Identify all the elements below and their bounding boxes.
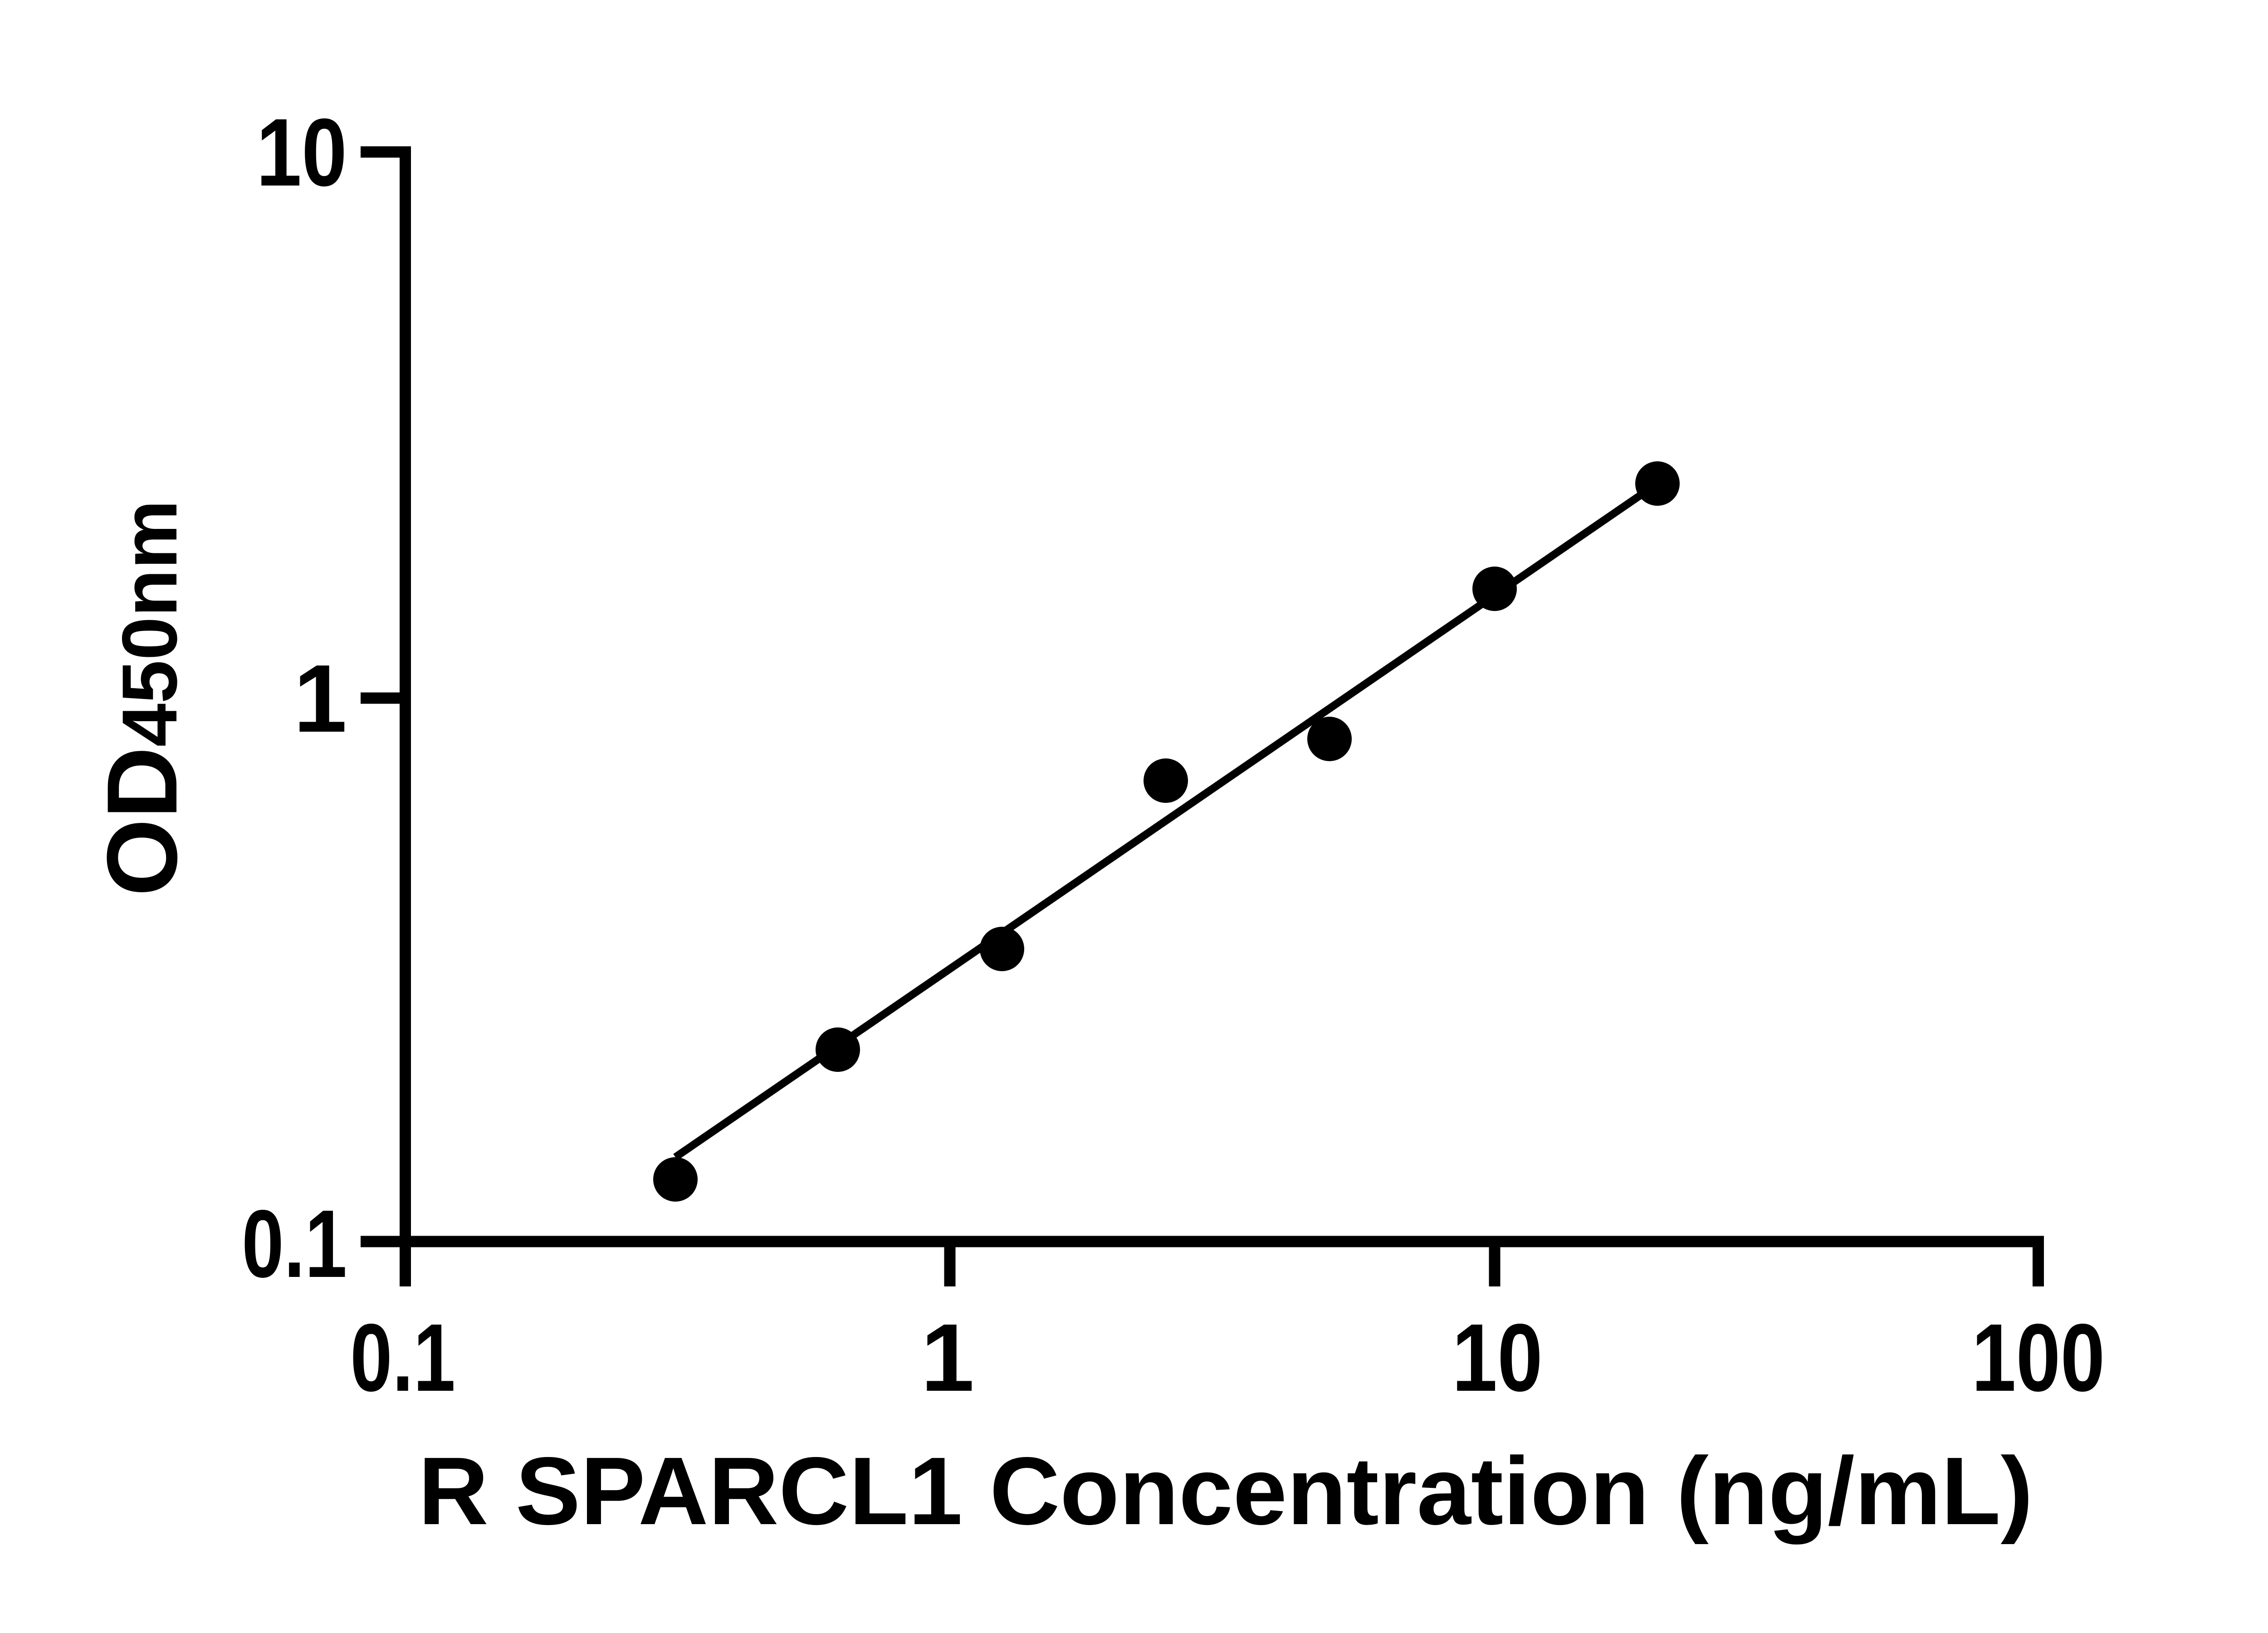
svg-text:R SPARCL1 Concentration (ng/mL: R SPARCL1 Concentration (ng/mL): [418, 1437, 2033, 1545]
svg-text:1: 1: [293, 645, 347, 752]
svg-text:0.1: 0.1: [350, 1304, 455, 1411]
svg-text:1: 1: [921, 1304, 974, 1411]
svg-text:10: 10: [256, 98, 347, 206]
svg-text:10: 10: [1452, 1304, 1543, 1411]
svg-text:0.1: 0.1: [242, 1190, 347, 1297]
svg-text:100: 100: [1972, 1304, 2105, 1411]
